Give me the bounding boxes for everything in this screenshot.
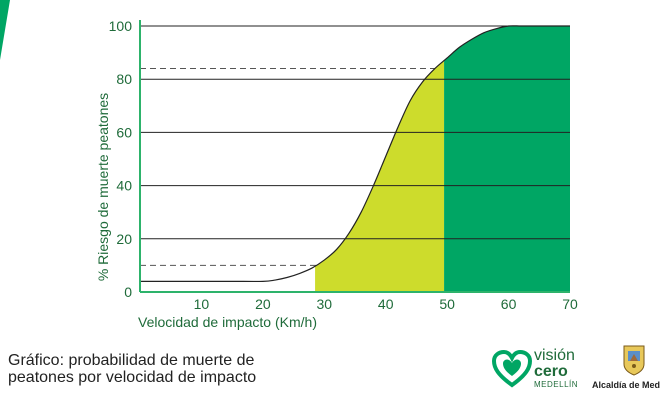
y-axis-title: % Riesgo de muerte peatones — [95, 93, 111, 281]
shaded-region-2 — [444, 26, 570, 292]
y-tick-label-60: 60 — [116, 124, 132, 140]
y-tick-label-20: 20 — [116, 231, 132, 247]
chart-caption: Gráfico: probabilidad de muerte de peato… — [8, 352, 328, 386]
vision-word: visión — [534, 347, 575, 364]
y-tick-label-0: 0 — [124, 284, 132, 300]
x-tick-label-40: 40 — [378, 296, 394, 312]
heart-icon — [492, 350, 532, 388]
crest-icon — [623, 345, 645, 376]
plot-area — [139, 20, 570, 293]
corner-accent — [0, 0, 10, 60]
vision-cero-logo: visión cero MEDELLÍN — [492, 348, 592, 392]
y-tick-label-40: 40 — [116, 178, 132, 194]
x-tick-label-20: 20 — [255, 296, 271, 312]
alcaldia-label: Alcaldía de Mede — [592, 380, 660, 390]
risk-curve — [139, 25, 570, 283]
y-tick-label-80: 80 — [116, 71, 132, 87]
x-tick-label-70: 70 — [562, 296, 578, 312]
x-tick-label-50: 50 — [439, 296, 455, 312]
tick-labels: 0 20 40 60 80 100 10 20 30 40 50 60 70 — [109, 18, 578, 312]
x-axis-title: Velocidad de impacto (Km/h) — [138, 314, 317, 330]
x-tick-label-30: 30 — [316, 296, 332, 312]
y-tick-label-100: 100 — [109, 18, 133, 34]
alcaldia-logo: Alcaldía de Mede — [592, 342, 660, 396]
risk-chart: 0 20 40 60 80 100 10 20 30 40 50 60 70 % Riesgo de m… — [0, 0, 578, 330]
x-tick-label-10: 10 — [194, 296, 210, 312]
cero-word: cero — [534, 363, 568, 380]
caption-line-1: Gráfico: probabilidad de muerte de — [8, 352, 255, 369]
x-tick-label-60: 60 — [501, 296, 517, 312]
medellin-word: MEDELLÍN — [534, 380, 579, 389]
caption-line-2: peatones por velocidad de impacto — [8, 369, 257, 386]
